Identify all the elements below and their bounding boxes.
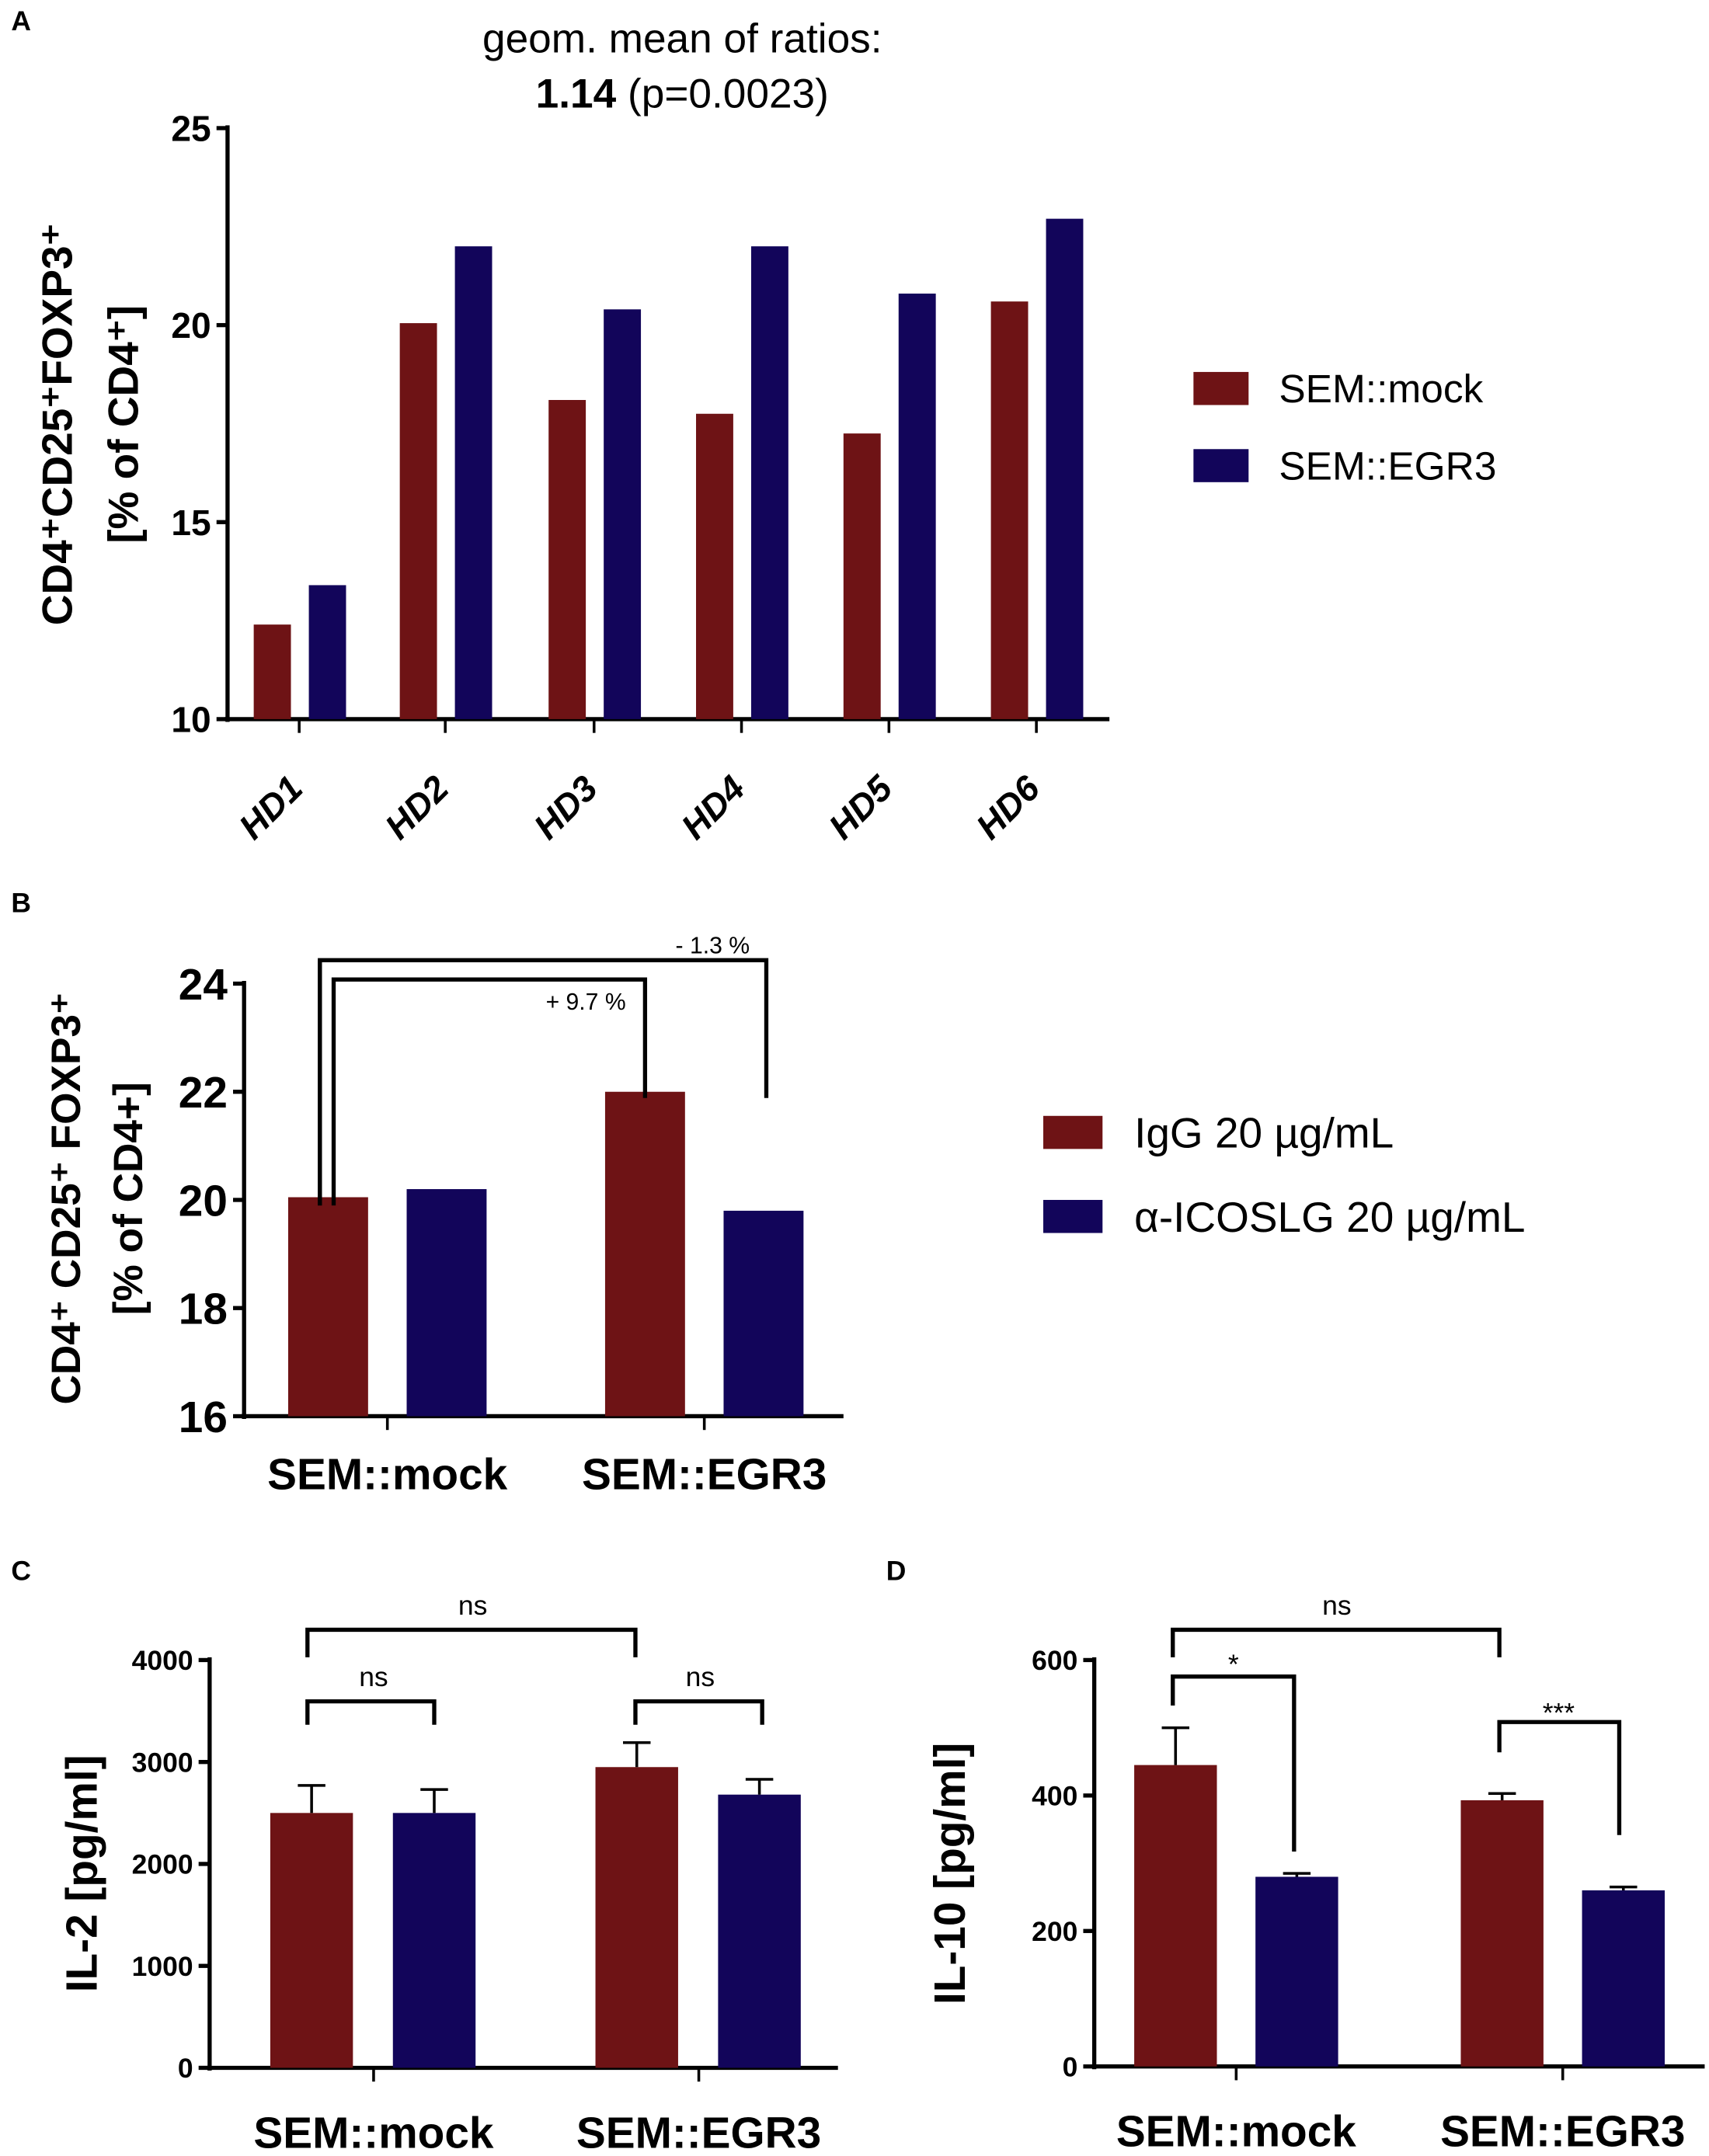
- bar-hd6-series-1: [990, 301, 1029, 719]
- legend-swatch: [1193, 449, 1249, 482]
- bar-hd2-series-2: [454, 246, 493, 719]
- y-tick-label: 600: [1032, 1645, 1077, 1676]
- y-tick-label: 0: [178, 2053, 193, 2084]
- y-tick-label: 15: [171, 502, 211, 543]
- bar-sem-egr3-series-2: [723, 1210, 804, 1417]
- bar-hd4-series-1: [696, 413, 733, 719]
- bar-hd4-series-2: [750, 246, 788, 719]
- bar-sem-egr3-series-1: [1460, 1800, 1544, 2067]
- x-tick-label: SEM::mock: [1116, 2108, 1356, 2156]
- panel-label-d: D: [886, 1556, 907, 1587]
- annotation-triple-star: ***: [1543, 1697, 1575, 1728]
- bar-hd3-series-2: [604, 309, 642, 719]
- y-tick-label: 18: [179, 1285, 228, 1334]
- legend-label: IgG 20 µg/mL: [1134, 1109, 1394, 1157]
- bar-sem-mock-series-2: [392, 1813, 476, 2068]
- legend-swatch: [1043, 1199, 1103, 1233]
- y-tick-label: 10: [171, 700, 211, 740]
- y-tick-label: 22: [179, 1069, 228, 1118]
- x-tick-label: HD4: [674, 767, 753, 847]
- bar-sem-egr3-series-2: [718, 1794, 801, 2068]
- comparison-bracket-outer: [318, 958, 769, 1206]
- annotation-ns: ns: [458, 1590, 487, 1621]
- chart-title-line1: geom. mean of ratios:: [482, 16, 882, 61]
- panel-label-c: C: [11, 1556, 31, 1587]
- bar-hd5-series-1: [843, 433, 881, 719]
- annotation-plus-9-7: + 9.7 %: [546, 989, 626, 1015]
- y-axis-label-line2: [% of CD4+]: [106, 1082, 151, 1315]
- bar-sem-mock-series-1: [270, 1813, 353, 2068]
- legend-label: SEM::EGR3: [1279, 443, 1496, 488]
- annotation-single-star: *: [1228, 1649, 1239, 1680]
- y-tick-label: 24: [179, 961, 228, 1010]
- bar-sem-mock-series-1: [287, 1197, 368, 1417]
- x-tick-label: SEM::EGR3: [582, 1450, 827, 1499]
- legend-label: α-ICOSLG 20 µg/mL: [1134, 1193, 1525, 1241]
- legend-swatch: [1043, 1115, 1103, 1149]
- y-axis-label-line2: [% of CD4⁺]: [99, 305, 148, 544]
- x-tick-label: SEM::mock: [253, 2109, 493, 2156]
- bracket-significance-mock: [1171, 1674, 1297, 1852]
- y-axis-label-line1: CD4⁺CD25⁺FOXP3⁺: [33, 223, 81, 625]
- legend-swatch: [1193, 371, 1249, 405]
- y-tick-label: 20: [179, 1177, 228, 1226]
- bracket-ns-egr3: [633, 1699, 764, 1725]
- bracket-ns-mock: [305, 1699, 437, 1725]
- y-tick-label: 0: [1063, 2051, 1078, 2082]
- panel-label-b: B: [11, 887, 31, 918]
- y-tick-label: 1000: [132, 1951, 193, 1982]
- x-tick-label: SEM::EGR3: [576, 2109, 821, 2156]
- bar-hd5-series-2: [898, 294, 936, 719]
- x-tick-label: HD5: [821, 767, 901, 847]
- x-tick-label: HD2: [377, 767, 456, 847]
- bar-sem-egr3-series-1: [595, 1767, 678, 2068]
- y-tick-label: 4000: [132, 1645, 193, 1676]
- y-tick-label: 200: [1032, 1916, 1077, 1947]
- y-axis-label: IL-10 [pg/ml]: [926, 1743, 975, 2005]
- ratio-value: 1.14: [536, 71, 617, 116]
- x-tick-label: HD3: [526, 767, 605, 847]
- legend-label: SEM::mock: [1279, 366, 1483, 411]
- annotation-ns: ns: [1322, 1590, 1351, 1621]
- bar-hd3-series-1: [548, 400, 586, 719]
- annotation-minus-1-3: - 1.3 %: [676, 933, 750, 958]
- bar-sem-mock-series-2: [406, 1189, 487, 1417]
- y-tick-label: 2000: [132, 1849, 193, 1880]
- annotation-ns: ns: [686, 1661, 715, 1692]
- y-tick-label: 16: [179, 1393, 228, 1442]
- y-tick-label: 400: [1032, 1781, 1077, 1812]
- x-tick-label: HD1: [231, 767, 310, 847]
- bracket-significance-egr3: [1497, 1720, 1622, 1835]
- bar-hd6-series-2: [1046, 218, 1084, 719]
- x-tick-label: HD6: [968, 767, 1047, 847]
- y-axis-label: IL-2 [pg/ml]: [57, 1754, 106, 1992]
- bar-sem-mock-series-1: [1134, 1765, 1217, 2067]
- y-tick-label: 3000: [132, 1747, 193, 1778]
- y-tick-label: 25: [171, 109, 211, 149]
- comparison-bracket-inner: [331, 977, 648, 1206]
- bar-hd1-series-1: [253, 624, 291, 719]
- x-tick-label: SEM::mock: [267, 1450, 507, 1499]
- y-axis-label-line1: CD4⁺ CD25⁺ FOXP3⁺: [44, 993, 89, 1405]
- bar-sem-mock-series-2: [1255, 1876, 1338, 2067]
- y-tick-label: 20: [171, 305, 211, 346]
- bracket-ns-between-groups: [305, 1627, 638, 1657]
- x-tick-label: SEM::EGR3: [1440, 2108, 1685, 2156]
- bracket-ns-between-groups: [1171, 1627, 1502, 1657]
- bar-sem-egr3-series-1: [604, 1091, 685, 1417]
- bar-sem-egr3-series-2: [1582, 1890, 1665, 2067]
- annotation-ns: ns: [359, 1661, 388, 1692]
- bar-hd2-series-1: [399, 323, 437, 719]
- panel-label-a: A: [11, 5, 31, 37]
- chart-title-line2: 1.14 (p=0.0023): [536, 71, 829, 116]
- p-value: (p=0.0023): [616, 71, 829, 116]
- bar-hd1-series-2: [308, 585, 346, 719]
